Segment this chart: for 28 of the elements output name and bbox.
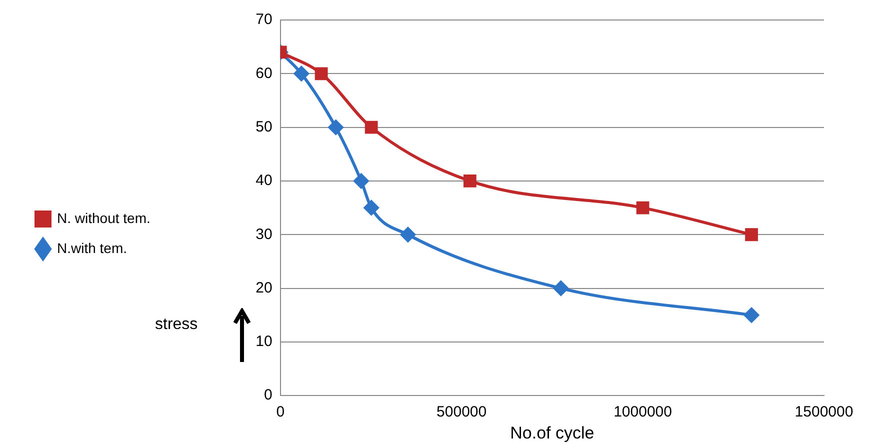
point [328,120,344,135]
x-tick-label: 0 [276,404,285,421]
point [294,66,309,82]
point [354,173,369,188]
point [364,200,379,216]
y-tick-label: 50 [256,118,272,136]
point [636,201,650,214]
y-tick-label: 70 [256,11,272,28]
point [314,67,328,80]
text: stress [155,316,198,334]
point [745,228,758,242]
point [400,227,416,242]
y-tick-label: 20 [256,279,272,296]
y-tick-label: 0 [264,386,272,404]
point [744,308,760,323]
x-tick-label: 1000000 [614,404,672,421]
point [553,280,568,296]
x-axis-title: No.of cycle [510,423,594,442]
y-tick-label: 30 [256,226,272,243]
x-tick-label: 500000 [436,404,487,421]
y-tick-label: 60 [256,64,272,82]
point [463,174,476,188]
y-tick-label: 10 [256,333,272,350]
legend-label: N. without tem. [57,210,150,226]
y-tick-label: 40 [256,172,272,190]
legend-label: N.with tem. [57,240,128,256]
x-tick-label: 1500000 [794,404,854,421]
point [364,120,378,134]
